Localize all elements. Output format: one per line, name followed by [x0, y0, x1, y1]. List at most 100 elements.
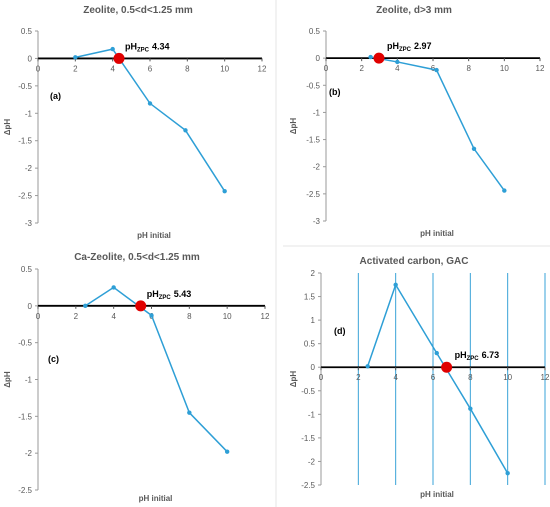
data-point — [111, 285, 116, 290]
y-tick-label: -1 — [25, 109, 33, 118]
x-tick-label: 12 — [258, 64, 267, 73]
x-axis-label: pH initial — [139, 494, 173, 503]
data-point — [393, 282, 398, 287]
data-point — [434, 350, 439, 356]
chart-title: Activated carbon, GAC — [360, 256, 469, 267]
data-point — [368, 54, 373, 60]
pzc-marker — [135, 300, 147, 312]
data-point — [468, 406, 473, 411]
y-tick-label: -1 — [308, 410, 316, 419]
x-tick-label: 0 — [324, 64, 329, 73]
x-tick-label: 10 — [500, 64, 509, 73]
data-point — [110, 46, 115, 52]
data-point — [222, 188, 227, 194]
pzc-marker — [373, 52, 385, 64]
x-tick-label: 12 — [261, 312, 270, 321]
x-tick-label: 0 — [319, 373, 324, 382]
data-point — [505, 471, 510, 476]
x-tick-label: 4 — [395, 64, 400, 73]
pzc-label: pHZPC 2.97 — [387, 41, 432, 53]
series-line — [84, 286, 228, 453]
data-point — [83, 303, 88, 309]
x-tick-label: 12 — [536, 64, 545, 73]
pzc-label-subscript: ZPC — [467, 356, 480, 362]
pzc-marker — [113, 52, 125, 64]
y-axis-label: ΔpH — [289, 118, 298, 135]
data-point — [147, 101, 153, 106]
y-tick-label: -0.5 — [301, 387, 315, 396]
x-tick-label: 2 — [73, 64, 78, 73]
chart-panel-4: Activated carbon, GAC 2 1.5 1 0.5 0 -0.5 -1 -1.5… — [289, 256, 550, 499]
x-tick-label: 4 — [393, 373, 398, 382]
pzc-label: pHZPC 4.34 — [125, 41, 170, 53]
y-tick-label: -2 — [308, 457, 316, 466]
x-tick-label: 10 — [220, 64, 229, 73]
y-tick-label: -2 — [25, 164, 33, 173]
pzc-label: pHZPC 5.43 — [147, 289, 192, 301]
y-tick-label: -2.5 — [18, 192, 32, 201]
chart-panel-1: Zeolite, 0.5<d<1.25 mm 0.5 0 -0.5 -1 -1.5 -2 -2… — [3, 5, 267, 240]
y-tick-label: -1.5 — [18, 137, 32, 146]
panel-label: (a) — [50, 91, 61, 101]
y-tick-label: 0.5 — [309, 27, 321, 36]
x-axis-label: pH initial — [420, 229, 454, 238]
x-tick-label: 8 — [468, 373, 473, 382]
y-tick-label: 0.5 — [304, 340, 316, 349]
y-tick-label: -2.5 — [306, 190, 320, 199]
x-tick-label: 0 — [36, 312, 41, 321]
y-tick-label: 1.5 — [304, 293, 316, 302]
data-point — [183, 128, 188, 133]
data-point — [149, 313, 154, 318]
y-tick-label: 2 — [311, 269, 316, 278]
y-tick-label: -2.5 — [301, 481, 315, 490]
pzc-label-subscript: ZPC — [137, 47, 150, 53]
pzc-label-subscript: ZPC — [159, 295, 172, 301]
y-tick-label: -3 — [313, 217, 321, 226]
data-point — [365, 364, 370, 369]
y-tick-label: 0 — [28, 302, 33, 311]
x-tick-label: 6 — [431, 373, 436, 382]
y-tick-label: -1 — [25, 376, 33, 385]
y-tick-label: -0.5 — [18, 82, 32, 91]
data-point — [73, 55, 78, 60]
x-tick-label: 10 — [223, 312, 232, 321]
pzc-label: pHZPC 6.73 — [455, 350, 500, 362]
x-tick-label: 4 — [110, 64, 115, 73]
x-tick-label: 4 — [111, 312, 116, 321]
x-tick-label: 8 — [187, 312, 192, 321]
x-tick-label: 2 — [74, 312, 79, 321]
series-line — [370, 56, 505, 192]
y-tick-label: 0.5 — [21, 265, 33, 274]
x-axis-label: pH initial — [420, 490, 454, 499]
panel-label: (d) — [334, 326, 346, 336]
chart-title: Zeolite, 0.5<d<1.25 mm — [83, 5, 193, 16]
pzc-label-ph: pH — [147, 289, 159, 299]
pzc-label-ph: pH — [125, 41, 137, 51]
y-tick-label: -2 — [313, 163, 321, 172]
x-tick-label: 12 — [541, 373, 550, 382]
y-tick-label: -1 — [313, 108, 321, 117]
panel-label: (c) — [48, 354, 59, 364]
x-tick-label: 2 — [359, 64, 364, 73]
pzc-label-value: 6.73 — [482, 350, 500, 360]
x-tick-label: 6 — [148, 64, 153, 73]
data-point — [502, 188, 507, 193]
data-point — [471, 146, 477, 151]
x-axis-label: pH initial — [137, 231, 171, 240]
data-point — [187, 410, 192, 415]
y-axis-label: ΔpH — [3, 119, 12, 136]
y-tick-label: -2 — [25, 449, 33, 458]
y-tick-label: -1.5 — [301, 434, 315, 443]
y-tick-label: -3 — [25, 219, 33, 228]
y-tick-label: 0.5 — [21, 27, 33, 36]
pzc-label-ph: pH — [455, 350, 467, 360]
x-tick-label: 10 — [503, 373, 512, 382]
series-line — [366, 283, 509, 474]
chart-panel-3: Ca-Zeolite, 0.5<d<1.25 mm 0.5 0 -0.5 -1 -1.5 -… — [3, 252, 270, 503]
y-tick-label: 0 — [311, 363, 316, 372]
pzc-label-value: 2.97 — [414, 41, 432, 51]
pzc-label-value: 4.34 — [152, 41, 170, 51]
chart-panel-2: Zeolite, d>3 mm 0.5 0 -0.5 -1 -1.5 -2 -2.5 -3 0 2 4… — [289, 5, 545, 238]
x-tick-label: 8 — [466, 64, 471, 73]
